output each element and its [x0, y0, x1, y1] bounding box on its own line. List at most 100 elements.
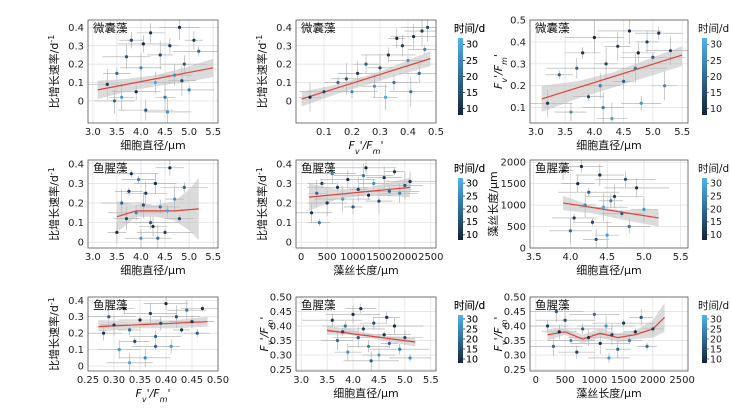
y-tick-label: 0.45 [504, 307, 526, 318]
panel-7: 0.25 0.30 0.35 0.40 0.45 0.50 0 0.1 0.2 0.3 0.4 鱼腥藻 [68, 296, 229, 386]
data-point [341, 197, 345, 201]
colorbar-tick-label: 30 [466, 178, 478, 189]
data-point [133, 339, 137, 343]
y-tick-label: 0.2 [68, 199, 84, 210]
y-tick-label: 0.25 [270, 365, 292, 376]
data-point [105, 82, 109, 86]
data-point [657, 31, 661, 35]
data-point [569, 338, 573, 343]
data-point [633, 330, 637, 334]
data-point [163, 230, 167, 234]
x-tick-label: 2000 [640, 375, 665, 386]
data-point [308, 95, 312, 99]
data-point [359, 307, 363, 311]
data-point [586, 95, 591, 99]
data-point [592, 35, 596, 40]
x-tick-label: 4.5 [157, 127, 173, 138]
data-point [350, 90, 354, 94]
colorbar-tick-label: 10 [710, 354, 722, 365]
x-tick-label: 500 [318, 252, 337, 263]
data-point [200, 306, 204, 311]
y-tick-label: 0 [286, 238, 292, 249]
fit-line [562, 202, 659, 219]
data-point [392, 170, 397, 174]
plot-frame [295, 19, 437, 124]
data-point [545, 324, 550, 328]
panel-9: 0 500 1000 1500 2000 2500 0.25 0.30 0.35 0.40 0.45… [504, 293, 695, 387]
data-point [377, 199, 381, 203]
data-point [107, 315, 111, 319]
y-tick-label: 0.1 [276, 78, 292, 89]
colorbar-tick-label: 20 [710, 204, 722, 215]
data-point [120, 201, 124, 205]
data-point [372, 181, 376, 186]
x-tick-label: 0.40 [155, 375, 177, 386]
y-axis-label: Fv'/Fm' [492, 317, 509, 352]
y-tick-label: 0.3 [276, 179, 292, 190]
colorbar-tick-label: 10 [710, 104, 722, 115]
data-point [406, 58, 410, 63]
data-point [651, 327, 655, 331]
data-point [139, 66, 143, 70]
y-axis-label: 比增长速率/d-1 [47, 35, 62, 109]
data-point [627, 338, 632, 343]
panel-6: 3.5 4.0 4.5 5.0 5.5 0 500 1000 1500 2000 鱼腥藻 [501, 158, 689, 263]
data-point [197, 49, 201, 53]
x-axis-label: Fv'/Fm' [349, 139, 384, 156]
y-tick-label: 0 [78, 96, 84, 107]
fit-line [541, 54, 683, 100]
panel-title: 鱼腥藻 [93, 161, 128, 175]
plot-frame [87, 19, 219, 124]
data-point [144, 108, 148, 112]
data-point [609, 199, 613, 203]
data-point [386, 53, 390, 57]
data-point [612, 194, 617, 199]
data-point [592, 312, 596, 317]
data-point [622, 321, 626, 325]
panel-8: 3.0 3.5 4.0 4.5 5.0 5.5 0.25 0.30 0.35 0.40 0.45 0.… [270, 293, 439, 387]
colorbar-tick-label: 20 [466, 334, 478, 345]
y-tick-label: 0.50 [504, 293, 526, 304]
x-tick-label: 3.0 [528, 127, 544, 138]
colorbar-gradient [702, 38, 707, 115]
data-point [551, 344, 556, 348]
x-tick-label: 1500 [611, 375, 636, 386]
data-point [173, 197, 177, 201]
x-tick-label: 2500 [418, 252, 443, 263]
x-tick-label: 3.0 [293, 375, 309, 386]
data-point [336, 80, 340, 85]
colorbar-tick-label: 30 [466, 40, 478, 51]
panel-4: 3.0 3.5 4.0 4.5 5.0 5.5 0 0.1 0.2 0.3 0.4 鱼腥藻 [68, 159, 221, 263]
data-point [605, 233, 609, 237]
data-point [572, 216, 576, 220]
x-tick-label: 5.5 [673, 252, 689, 263]
colorbar-tick-label: 25 [466, 324, 478, 335]
data-point [623, 177, 628, 181]
x-tick-label: 4.0 [586, 127, 602, 138]
data-point [622, 79, 626, 83]
x-tick-label: 1000 [340, 252, 365, 263]
x-tick-label: 3.0 [85, 127, 101, 138]
y-tick-label: 0.4 [276, 23, 292, 34]
data-point [180, 328, 184, 332]
fit-line [116, 208, 199, 218]
x-tick-label: 4.5 [616, 127, 632, 138]
y-tick-label: 1500 [501, 179, 526, 190]
colorbar-gradient [458, 315, 463, 363]
panel-2: 0.1 0.2 0.3 0.4 0.5 0 0.1 0.2 0.3 0.4 微囊藻 [276, 19, 444, 138]
data-point [185, 308, 189, 312]
data-point [384, 95, 388, 99]
colorbar-tick-label: 15 [466, 344, 478, 355]
data-point [634, 186, 639, 190]
data-point [190, 320, 194, 324]
plot-frame [87, 296, 219, 372]
colorbar-title: 时间/d [698, 162, 729, 175]
data-point [377, 353, 381, 357]
x-tick-label: 0.25 [77, 375, 99, 386]
y-tick-label: 0.3 [510, 59, 526, 70]
data-point [400, 44, 404, 48]
y-tick-label: 0.30 [270, 351, 292, 362]
data-point [587, 190, 591, 194]
